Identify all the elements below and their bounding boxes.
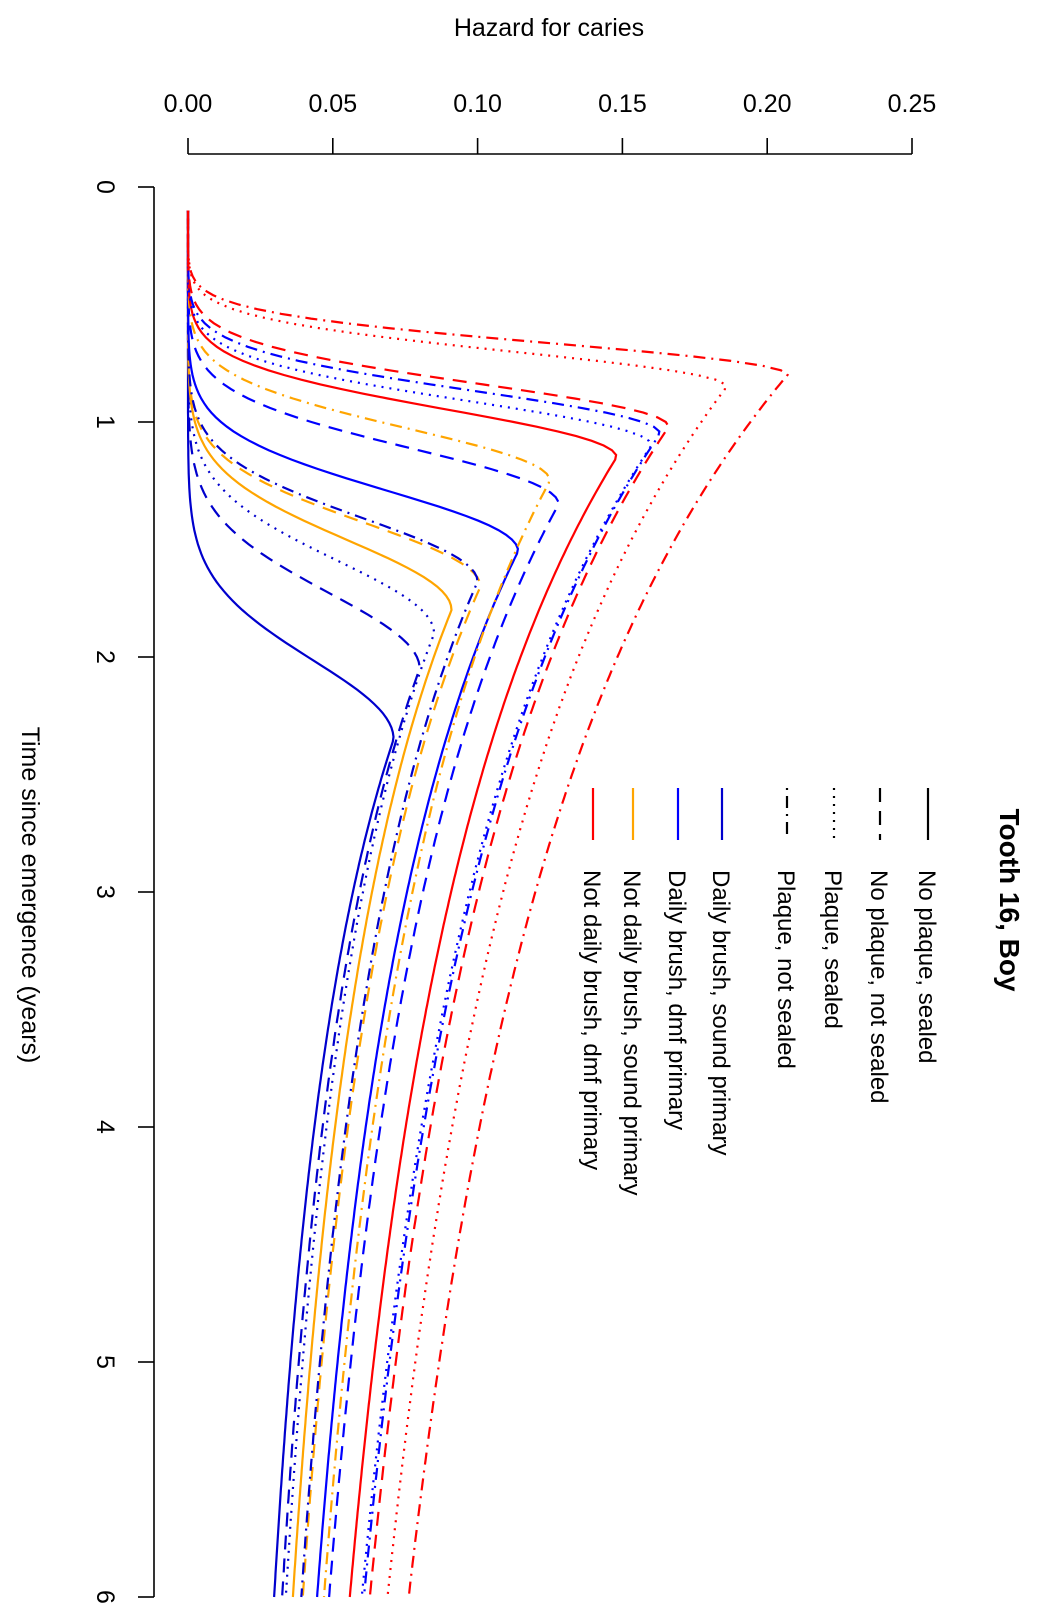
time-tick-label: 2 <box>91 650 119 664</box>
series-layer <box>186 210 790 1598</box>
hazard-tick-label: 0.25 <box>888 90 937 118</box>
series-line-8 <box>186 210 560 1598</box>
series-line-13 <box>186 210 671 1598</box>
legend-label: Daily brush, sound primary <box>707 870 734 1155</box>
series-line-4 <box>186 210 453 1598</box>
series-line-3 <box>186 210 436 1598</box>
hazard-axis-title: Hazard for caries <box>454 14 644 42</box>
hazard-tick-label: 0.15 <box>598 90 647 118</box>
legend-label: No plaque, not sealed <box>865 870 892 1104</box>
legend-label: Plaque, sealed <box>819 870 846 1029</box>
series-line-7 <box>186 210 520 1598</box>
hazard-axis: 0.00 0.05 0.10 0.15 0.20 0.25 <box>164 90 937 155</box>
time-tick-label: 1 <box>91 415 119 429</box>
time-axis-title: Time since emergence (years) <box>16 727 44 1064</box>
time-tick-label: 6 <box>91 1590 119 1604</box>
series-line-1 <box>186 210 395 1598</box>
hazard-tick-label: 0.00 <box>164 90 213 118</box>
legend-label: Not daily brush, sound primary <box>618 870 645 1195</box>
time-tick-label: 0 <box>91 180 119 194</box>
time-tick-label: 3 <box>91 885 119 899</box>
chart-title: Tooth 16, Boy <box>994 808 1025 991</box>
legend: No plaque, sealed No plaque, not sealed Pl… <box>578 788 940 1195</box>
hazard-tick-label: 0.05 <box>308 90 357 118</box>
legend-label: Plaque, not sealed <box>772 870 799 1069</box>
legend-label: Not daily brush, dmf primary <box>578 870 605 1170</box>
series-line-15 <box>186 210 790 1598</box>
series-line-14 <box>186 210 727 1598</box>
legend-label: No plaque, sealed <box>913 870 940 1063</box>
time-tick-label: 5 <box>91 1355 119 1369</box>
legend-label: Daily brush, dmf primary <box>663 870 690 1130</box>
series-line-2 <box>186 210 421 1598</box>
series-line-5 <box>186 210 482 1598</box>
time-tick-label: 4 <box>91 1120 119 1134</box>
series-line-10 <box>186 210 618 1598</box>
time-axis: 0 1 2 3 4 5 6 <box>91 180 155 1604</box>
hazard-tick-label: 0.10 <box>453 90 502 118</box>
series-line-12 <box>186 210 661 1598</box>
series-line-6 <box>186 210 479 1598</box>
hazard-tick-label: 0.20 <box>743 90 792 118</box>
